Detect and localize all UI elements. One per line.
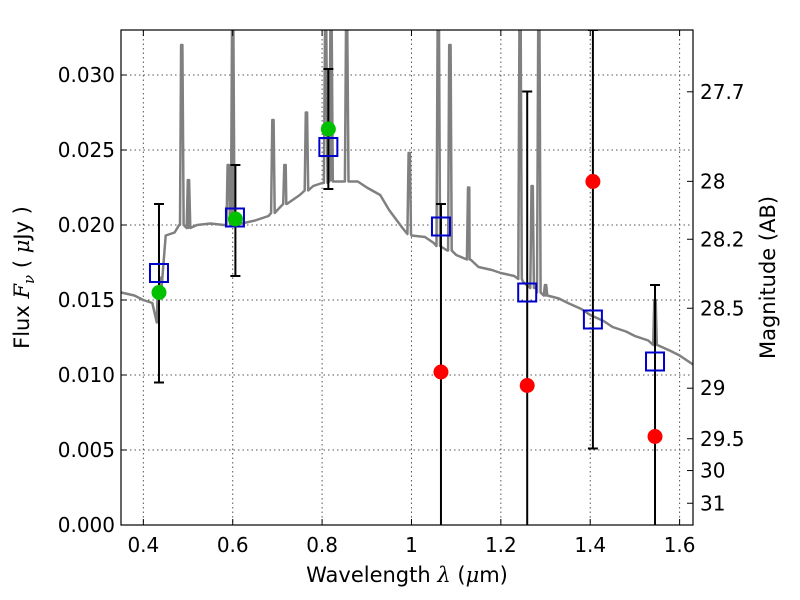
green-data-point xyxy=(151,285,167,300)
y2-tick-label: 28.5 xyxy=(700,296,745,320)
x-tick-label: 1.2 xyxy=(485,533,517,557)
y-tick-label: 0.025 xyxy=(58,138,115,162)
y2-axis-title: Magnitude (AB) xyxy=(756,196,780,359)
y2-tick-label: 29.5 xyxy=(700,427,745,451)
red-data-point xyxy=(433,364,449,380)
observed-point-layer xyxy=(151,121,663,444)
y-tick-label: 0.000 xyxy=(58,513,115,537)
errorbar-layer xyxy=(153,30,661,525)
x-axis-title: Wavelength λ (μm) xyxy=(306,563,508,587)
y2-tick-label: 28.2 xyxy=(700,227,745,251)
y2-tick-label: 29 xyxy=(700,376,725,400)
grid-lines xyxy=(121,30,693,526)
x-tick-label: 0.8 xyxy=(306,533,338,557)
model-spectrum-line xyxy=(121,30,693,366)
y-tick-label: 0.015 xyxy=(58,288,115,312)
model-spectrum-layer xyxy=(121,30,693,366)
red-data-point xyxy=(585,174,601,189)
model-square-marker xyxy=(318,137,339,157)
y2-tick-label: 27.7 xyxy=(700,80,745,104)
y2-tick-label: 31 xyxy=(700,491,725,515)
y-tick-label: 0.030 xyxy=(58,63,115,87)
y2-tick-label: 30 xyxy=(700,459,725,483)
x-tick-label: 0.6 xyxy=(217,533,249,557)
model-square-layer xyxy=(148,137,666,372)
x-tick-label: 1.4 xyxy=(574,533,606,557)
model-square-marker xyxy=(430,216,451,237)
x-tick-label: 1.6 xyxy=(664,533,696,557)
model-square-marker xyxy=(224,207,245,228)
y-axis-title: Flux Fν ( μJy ) xyxy=(10,206,38,349)
y-tick-label: 0.020 xyxy=(58,213,115,237)
model-square-marker xyxy=(645,351,666,372)
y-tick-label: 0.005 xyxy=(58,438,115,462)
tick-labels: 0.4 0.6 0.8 1 1.2 1.4 1.6 0.000 0.005 0.010 0.015 0… xyxy=(58,63,745,557)
red-data-point xyxy=(519,378,535,393)
green-data-point xyxy=(227,211,243,227)
x-tick-label: 0.4 xyxy=(127,533,159,557)
green-data-point xyxy=(320,121,336,137)
model-square-marker xyxy=(148,263,169,283)
x-tick-label: 1 xyxy=(405,533,418,557)
model-square-marker xyxy=(582,309,603,330)
tick-marks xyxy=(121,30,693,526)
plot-frame xyxy=(120,29,694,526)
y2-tick-label: 28 xyxy=(700,169,725,193)
y-tick-label: 0.010 xyxy=(58,363,115,387)
red-data-point xyxy=(647,429,663,444)
model-square-marker xyxy=(517,282,538,303)
